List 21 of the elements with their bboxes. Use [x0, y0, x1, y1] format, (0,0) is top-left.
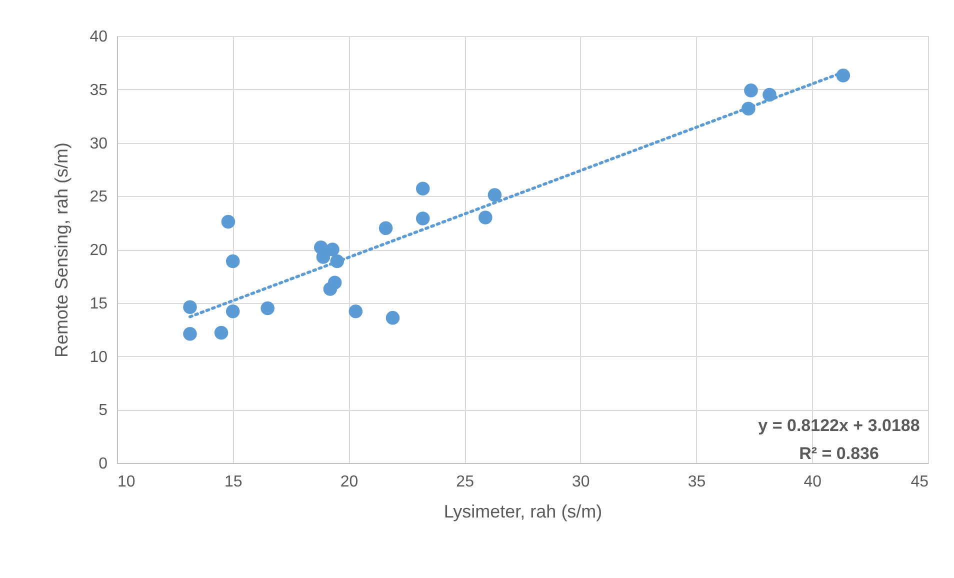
- x-tick-label: 30: [572, 474, 590, 490]
- y-tick-label: 40: [90, 28, 108, 46]
- x-tick-label: 35: [688, 474, 706, 490]
- y-axis-title: Remote Sensing, rah (s/m): [52, 142, 72, 358]
- y-tick-label: 20: [90, 242, 108, 259]
- x-tick-label: 20: [340, 474, 358, 490]
- x-tick-label: 40: [804, 474, 822, 490]
- y-tick-label: 25: [90, 188, 108, 206]
- y-tick-label: 30: [90, 135, 108, 152]
- x-axis-title: Lysimeter, rah (s/m): [444, 502, 602, 522]
- y-tick-label: 10: [90, 348, 108, 366]
- x-tick-label: 25: [456, 474, 474, 490]
- y-tick-label: 35: [90, 82, 108, 99]
- x-tick-label: 45: [910, 474, 929, 490]
- y-tick-label: 5: [98, 402, 108, 420]
- y-tick-label: 15: [90, 295, 108, 312]
- annotation: y = 0.8122x + 3.0188: [758, 416, 920, 435]
- annotation: R² = 0.836: [799, 444, 879, 463]
- x-tick-label: 15: [224, 474, 242, 490]
- x-tick-label: 10: [118, 474, 136, 490]
- y-tick-label: 0: [98, 456, 108, 472]
